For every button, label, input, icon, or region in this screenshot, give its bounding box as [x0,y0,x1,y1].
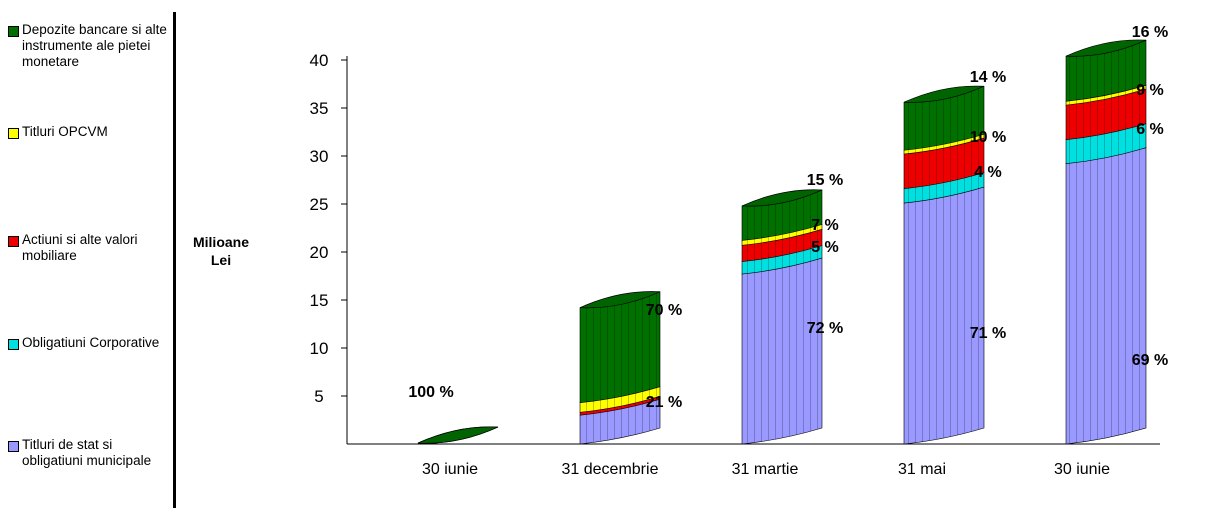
legend-item-obligatiuni-corporative: Obligatiuni Corporative [8,335,170,351]
bar-obligatiuni-corporative-4-texture [904,172,984,204]
bar-top-cap-3 [741,189,823,207]
y-axis-label-line-1: Milioane [193,234,249,250]
y-axis-label-line-2: Lei [211,252,231,268]
data-label: 72 % [807,320,843,337]
legend-label: Titluri OPCVM [22,124,108,139]
y-tick-label: 20 [310,243,329,262]
bar-group-1 [417,426,499,444]
y-tick-label: 30 [310,147,329,166]
y-tick-label: 15 [310,291,329,310]
legend-label: Depozite bancare si alte instrumente ale… [22,22,167,69]
legend-label: Obligatiuni Corporative [22,335,160,350]
y-tick-label: 25 [310,195,329,214]
data-label: 15 % [807,172,843,189]
bar-top-cap-1 [417,426,499,444]
bar-group-2 [579,291,661,445]
x-category-label: 30 iunie [422,461,478,478]
bar-group-4 [903,85,985,445]
bar-top-cap-2 [579,291,661,309]
x-category-label: 31 mai [898,461,946,478]
bar-titluri-de-3-texture [742,258,822,444]
y-tick-label: 5 [314,387,323,406]
bar-obligatiuni-corporative-5-texture [1066,123,1146,164]
data-label: 21 % [646,394,682,411]
x-category-label: 30 iunie [1054,461,1110,478]
bar-actiuni-si-3-texture [742,229,822,262]
data-label: 5 % [811,239,839,256]
bar-group-5 [1065,39,1147,445]
data-label: 4 % [974,164,1002,181]
bar-titluri-de-4-texture [904,187,984,445]
data-label: 9 % [1136,82,1164,99]
legend-divider [173,12,176,508]
data-label: 71 % [970,325,1006,342]
legend-item-titluri-de-stat: Titluri de stat si obligatiuni municipal… [8,437,170,469]
x-category-label: 31 martie [732,461,799,478]
bar-obligatiuni-corporative-3-texture [742,245,822,275]
data-label: 16 % [1132,24,1168,41]
bar-top-cap-5 [1065,39,1147,57]
legend-label: Actiuni si alte valori mobiliare [22,232,138,263]
legend-item-depozite: Depozite bancare si alte instrumente ale… [8,22,170,70]
data-label: 7 % [811,217,839,234]
y-tick-label: 40 [310,51,329,70]
legend: Depozite bancare si alte instrumente ale… [0,12,176,508]
legend-item-actiuni: Actiuni si alte valori mobiliare [8,232,170,264]
data-label: 10 % [970,129,1006,146]
bar-titluri-de-5-texture [1066,147,1146,444]
legend-swatch [8,339,19,350]
legend-item-titluri-opcvm: Titluri OPCVM [8,124,170,140]
legend-label: Titluri de stat si obligatiuni municipal… [22,437,152,468]
bar-top-cap-4 [903,85,985,103]
legend-swatch [8,26,19,37]
data-label: 100 % [408,384,453,401]
data-label: 6 % [1136,121,1164,138]
y-tick-label: 35 [310,99,329,118]
data-label: 14 % [970,69,1006,86]
legend-swatch [8,236,19,247]
legend-swatch [8,441,19,452]
y-tick-label: 10 [310,339,329,358]
data-label: 69 % [1132,352,1168,369]
stacked-cylinder-chart: 5 10 15 20 25 30 35 40 30 iunie 31 decembrie 31 m… [193,24,1168,478]
data-label: 70 % [646,302,682,319]
bar-titluri-opcvm-2-texture [580,386,660,413]
bar-depozite-bancare-2-texture [580,291,660,403]
legend-swatch [8,128,19,139]
bar-group-3 [741,189,823,445]
x-category-label: 31 decembrie [562,461,659,478]
